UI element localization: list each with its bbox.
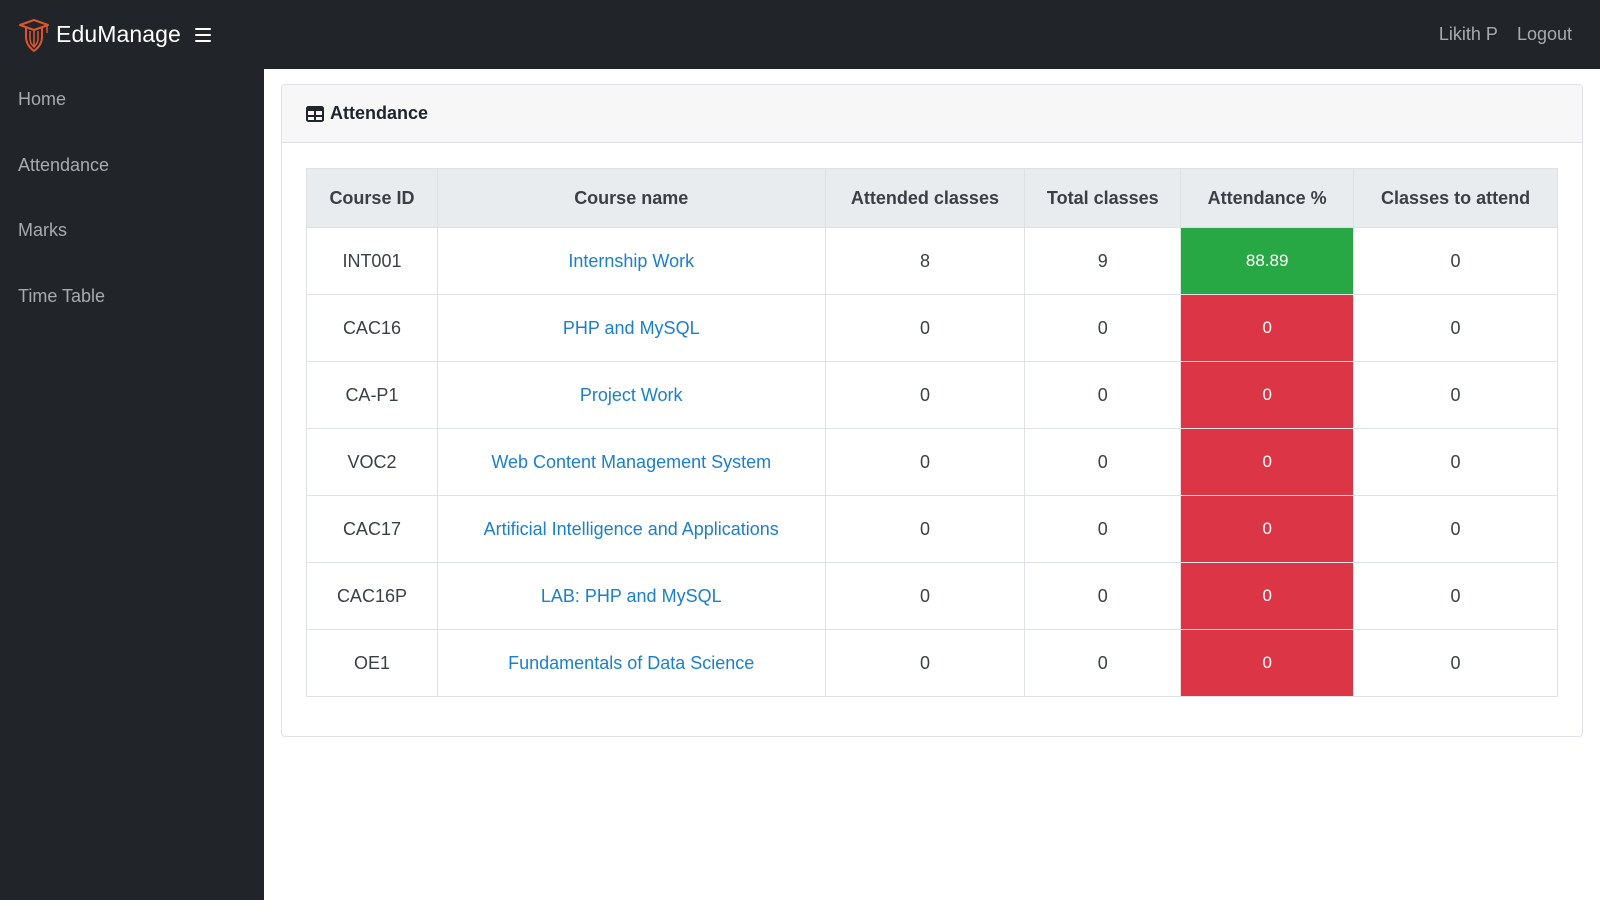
sidebar-item-marks[interactable]: Marks bbox=[18, 220, 67, 240]
graduation-cap-icon bbox=[19, 18, 49, 52]
course-id-cell: OE1 bbox=[306, 629, 438, 697]
course-name-link[interactable]: Internship Work bbox=[436, 227, 826, 295]
table-row: CAC16 PHP and MySQL 0 0 0 0 bbox=[306, 294, 1558, 362]
course-name-link[interactable]: PHP and MySQL bbox=[436, 294, 826, 362]
table-row: OE1 Fundamentals of Data Science 0 0 0 0 bbox=[306, 629, 1558, 697]
attended-cell: 8 bbox=[824, 227, 1026, 295]
attendance-table: Course ID Course name Attended classes T… bbox=[306, 168, 1558, 697]
attended-cell: 0 bbox=[824, 562, 1026, 630]
table-icon bbox=[306, 105, 324, 122]
course-name-link[interactable]: Artificial Intelligence and Applications bbox=[436, 495, 826, 563]
card-header: Attendance bbox=[282, 85, 1582, 143]
sidebar-item-attendance[interactable]: Attendance bbox=[18, 154, 110, 175]
sidebar: Home Attendance Marks Time Table bbox=[0, 69, 264, 900]
column-header: Course name bbox=[436, 168, 826, 228]
course-name-link[interactable]: LAB: PHP and MySQL bbox=[436, 562, 826, 630]
to-attend-cell: 0 bbox=[1353, 227, 1558, 295]
attendance-percent-cell: 0 bbox=[1180, 629, 1355, 697]
table-row: CAC17 Artificial Intelligence and Applic… bbox=[306, 495, 1558, 563]
to-attend-cell: 0 bbox=[1353, 361, 1558, 429]
total-cell: 0 bbox=[1024, 361, 1182, 429]
column-header: Total classes bbox=[1024, 168, 1182, 228]
main-content: Attendance Course ID Course name Attende… bbox=[264, 69, 1600, 900]
top-navbar: EduManage Likith P Logout bbox=[0, 0, 1600, 69]
table-row: INT001 Internship Work 8 9 88.89 0 bbox=[306, 227, 1558, 295]
column-header: Attendance % bbox=[1180, 168, 1355, 228]
table-row: CAC16P LAB: PHP and MySQL 0 0 0 0 bbox=[306, 562, 1558, 630]
column-header: Course ID bbox=[306, 168, 438, 228]
course-name-link[interactable]: Web Content Management System bbox=[436, 428, 826, 496]
course-id-cell: CAC16 bbox=[306, 294, 438, 362]
attendance-card: Attendance Course ID Course name Attende… bbox=[281, 84, 1583, 737]
total-cell: 0 bbox=[1024, 294, 1182, 362]
total-cell: 0 bbox=[1024, 495, 1182, 563]
attendance-percent-cell: 0 bbox=[1180, 562, 1355, 630]
total-cell: 0 bbox=[1024, 428, 1182, 496]
table-row: VOC2 Web Content Management System 0 0 0… bbox=[306, 428, 1558, 496]
user-nav: Likith P Logout bbox=[1420, 0, 1572, 69]
column-header: Classes to attend bbox=[1353, 168, 1558, 228]
attendance-percent-cell: 0 bbox=[1180, 495, 1355, 563]
hamburger-icon[interactable] bbox=[194, 27, 211, 42]
attended-cell: 0 bbox=[824, 294, 1026, 362]
attendance-percent-cell: 88.89 bbox=[1180, 227, 1355, 295]
user-name-link[interactable]: Likith P bbox=[1438, 24, 1498, 44]
logout-link[interactable]: Logout bbox=[1516, 24, 1572, 44]
total-cell: 9 bbox=[1024, 227, 1182, 295]
course-id-cell: INT001 bbox=[306, 227, 438, 295]
attended-cell: 0 bbox=[824, 428, 1026, 496]
attendance-percent-cell: 0 bbox=[1180, 361, 1355, 429]
course-id-cell: CAC17 bbox=[306, 495, 438, 563]
to-attend-cell: 0 bbox=[1353, 428, 1558, 496]
course-name-link[interactable]: Project Work bbox=[436, 361, 826, 429]
course-name-link[interactable]: Fundamentals of Data Science bbox=[436, 629, 826, 697]
brand-name: EduManage bbox=[56, 21, 181, 47]
table-row: CA-P1 Project Work 0 0 0 0 bbox=[306, 361, 1558, 429]
to-attend-cell: 0 bbox=[1353, 629, 1558, 697]
card-title: Attendance bbox=[330, 103, 429, 123]
brand[interactable]: EduManage bbox=[18, 17, 181, 53]
attended-cell: 0 bbox=[824, 629, 1026, 697]
total-cell: 0 bbox=[1024, 629, 1182, 697]
attended-cell: 0 bbox=[824, 495, 1026, 563]
attendance-percent-cell: 0 bbox=[1180, 294, 1355, 362]
column-header: Attended classes bbox=[824, 168, 1026, 228]
sidebar-item-home[interactable]: Home bbox=[18, 89, 67, 109]
course-id-cell: CAC16P bbox=[306, 562, 438, 630]
to-attend-cell: 0 bbox=[1353, 562, 1558, 630]
sidebar-item-time-table[interactable]: Time Table bbox=[18, 285, 106, 306]
attended-cell: 0 bbox=[824, 361, 1026, 429]
to-attend-cell: 0 bbox=[1353, 495, 1558, 563]
to-attend-cell: 0 bbox=[1353, 294, 1558, 362]
course-id-cell: CA-P1 bbox=[306, 361, 438, 429]
attendance-percent-cell: 0 bbox=[1180, 428, 1355, 496]
table-header-row: Course ID Course name Attended classes T… bbox=[306, 168, 1558, 228]
total-cell: 0 bbox=[1024, 562, 1182, 630]
course-id-cell: VOC2 bbox=[306, 428, 438, 496]
